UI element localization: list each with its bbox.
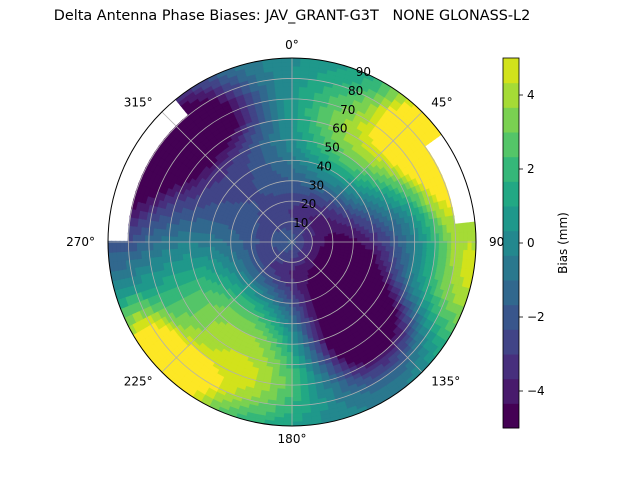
- contour-fill: [108, 58, 476, 426]
- chart-title: Delta Antenna Phase Biases: JAV_GRANT-G3…: [53, 8, 531, 24]
